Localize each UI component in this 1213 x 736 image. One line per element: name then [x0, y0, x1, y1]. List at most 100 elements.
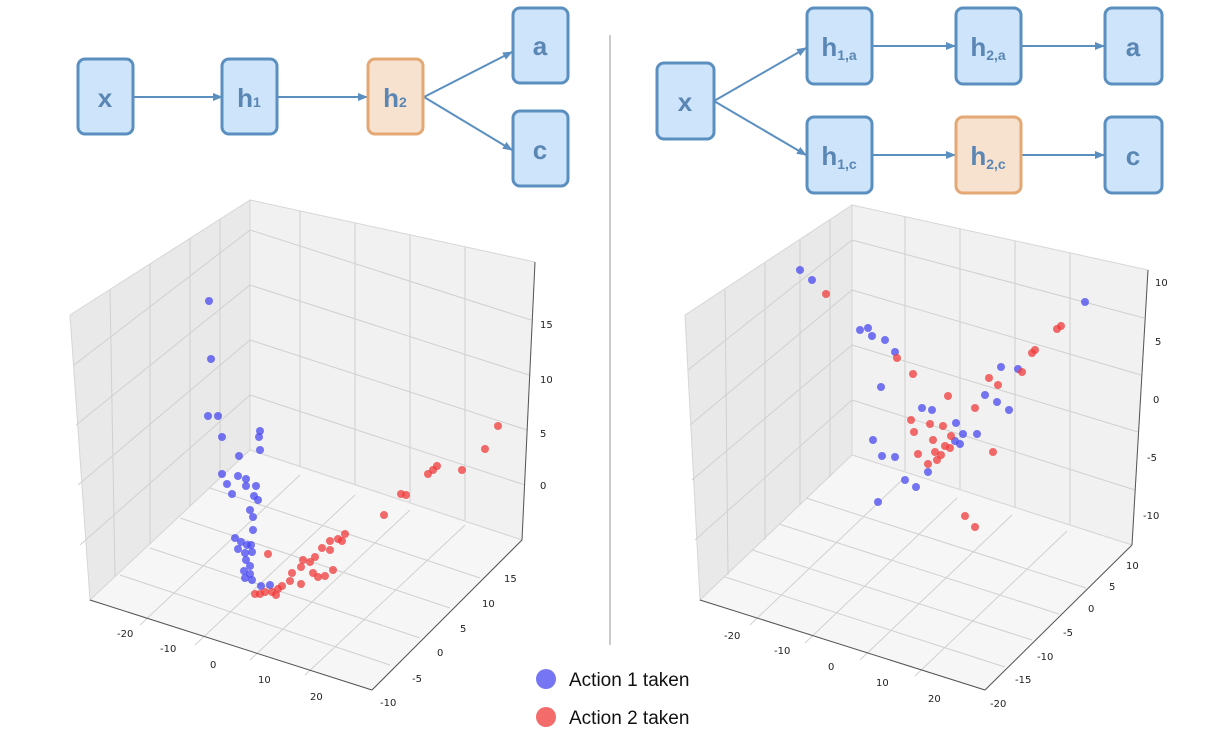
right-x-tick-3: 0	[828, 662, 834, 673]
left-point-a1	[234, 545, 242, 553]
left-point-a2	[297, 563, 305, 571]
left-point-a2	[326, 546, 334, 554]
legend-action2-label: Action 2 taken	[569, 708, 689, 729]
left-point-a1	[204, 412, 212, 420]
right-point-a1	[808, 276, 816, 284]
right-x-tick-2: -10	[774, 646, 790, 657]
left-point-a1	[256, 427, 264, 435]
svg-text:h2,a: h2,a	[970, 32, 1006, 63]
left-y-tick-2: -5	[412, 674, 422, 685]
svg-text:x: x	[98, 83, 113, 113]
right-point-a1	[1081, 298, 1089, 306]
node-c-left: c	[511, 109, 570, 188]
legend-action2-marker	[536, 707, 556, 727]
left-point-a1	[235, 452, 243, 460]
svg-text:c: c	[533, 135, 547, 165]
left-point-a1	[241, 574, 249, 582]
left-point-a1	[207, 355, 215, 363]
left-point-a2	[458, 466, 466, 474]
right-3d-plot: -20 -10 0 10 20 -20 -15 -10 -5 0 5 10 -1…	[684, 204, 1168, 710]
left-z-tick-1: 0	[540, 481, 546, 492]
right-edges	[713, 42, 1105, 159]
right-point-a1	[1005, 406, 1013, 414]
svg-text:h1: h1	[237, 83, 261, 113]
edge-x-h1a	[713, 47, 807, 102]
left-point-a1	[241, 549, 249, 557]
right-point-a1	[928, 406, 936, 414]
left-point-a1	[249, 513, 257, 521]
left-point-a2	[306, 558, 314, 566]
left-point-a2	[321, 572, 329, 580]
right-points-action1	[796, 266, 1089, 506]
left-point-a1	[256, 446, 264, 454]
right-point-a1	[891, 453, 899, 461]
right-point-a2	[914, 450, 922, 458]
node-a-right: a	[1103, 6, 1164, 86]
svg-text:x: x	[678, 87, 693, 117]
left-point-a1	[248, 548, 256, 556]
left-point-a2	[264, 550, 272, 558]
left-point-a2	[494, 422, 502, 430]
right-point-a1	[868, 332, 876, 340]
right-z-tick-3: 0	[1153, 395, 1159, 406]
left-x-tick-3: 0	[210, 660, 216, 671]
right-point-a1	[997, 363, 1005, 371]
right-point-a2	[947, 432, 955, 440]
svg-text:h2,c: h2,c	[970, 141, 1006, 172]
left-point-a2	[481, 445, 489, 453]
left-x-tick-2: -10	[160, 644, 176, 655]
right-point-a1	[912, 483, 920, 491]
node-h1c-right: h1,c	[805, 115, 874, 195]
edge-x-h1c	[713, 100, 807, 156]
left-point-a2	[272, 591, 280, 599]
right-y-tick-6: 5	[1109, 582, 1115, 593]
node-x-right: x	[655, 61, 716, 141]
right-x-tick-4: 10	[876, 678, 889, 689]
node-c-right: c	[1103, 115, 1164, 195]
right-point-a2	[1028, 349, 1036, 357]
left-point-a2	[251, 590, 259, 598]
left-point-a2	[326, 537, 334, 545]
left-z-tick-2: 5	[540, 429, 546, 440]
left-point-a2	[286, 577, 294, 585]
left-y-tick-6: 15	[504, 574, 517, 585]
left-point-a1	[266, 581, 274, 589]
right-point-a1	[877, 383, 885, 391]
right-point-a1	[796, 266, 804, 274]
left-x-tick-4: 10	[258, 675, 271, 686]
right-point-a1	[881, 336, 889, 344]
left-point-a1	[214, 412, 222, 420]
right-point-a2	[926, 420, 934, 428]
right-point-a2	[946, 444, 954, 452]
left-point-a2	[341, 530, 349, 538]
right-point-a1	[878, 452, 886, 460]
right-z-tick-5: 10	[1155, 278, 1168, 289]
left-point-a1	[228, 490, 236, 498]
left-point-a1	[223, 480, 231, 488]
node-x-left: x	[76, 57, 135, 136]
left-point-a1	[237, 538, 245, 546]
right-point-a1	[981, 391, 989, 399]
left-point-a2	[424, 470, 432, 478]
left-point-a1	[254, 496, 262, 504]
left-point-a1	[246, 562, 254, 570]
left-point-a1	[255, 433, 263, 441]
right-point-a2	[971, 523, 979, 531]
right-point-a1	[856, 326, 864, 334]
node-a-left: a	[511, 6, 570, 85]
svg-text:a: a	[533, 31, 548, 61]
left-point-a1	[205, 297, 213, 305]
svg-text:h2: h2	[383, 83, 407, 113]
left-point-a1	[234, 472, 242, 480]
right-point-a1	[952, 419, 960, 427]
right-point-a2	[933, 456, 941, 464]
left-point-a1	[242, 482, 250, 490]
right-point-a1	[901, 476, 909, 484]
right-point-a2	[971, 404, 979, 412]
right-y-tick-7: 10	[1126, 561, 1139, 572]
right-point-a2	[909, 370, 917, 378]
left-point-a1	[257, 582, 265, 590]
right-point-a2	[985, 374, 993, 382]
right-point-a1	[869, 436, 877, 444]
